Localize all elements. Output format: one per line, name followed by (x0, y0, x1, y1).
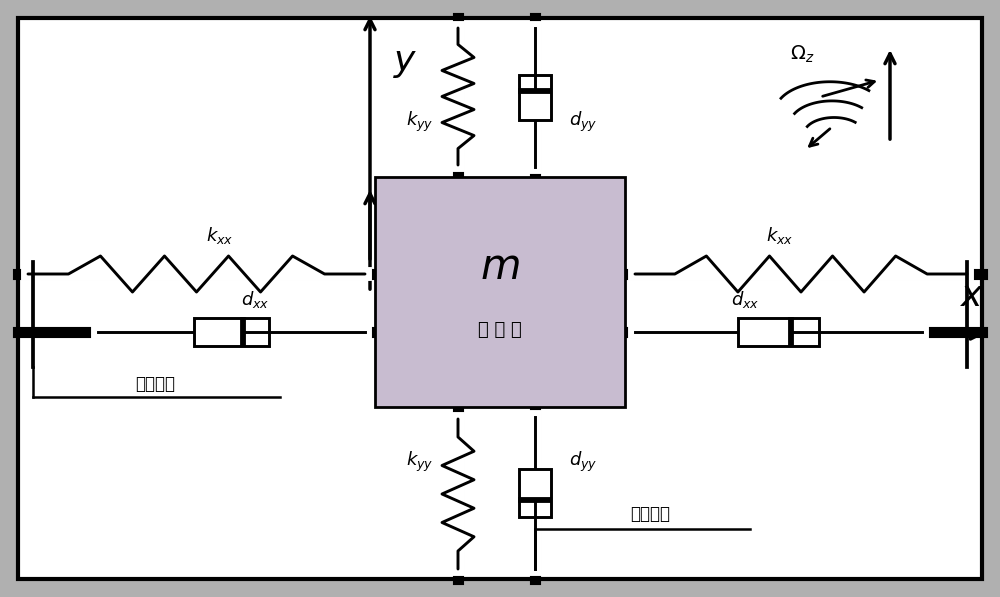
Bar (519, 75, 551, 120)
Text: $x$: $x$ (960, 279, 984, 313)
Text: $y$: $y$ (393, 46, 417, 80)
Text: $k_{yy}$: $k_{yy}$ (406, 450, 434, 474)
Text: $d_{yy}$: $d_{yy}$ (569, 450, 597, 474)
Text: $k_{xx}$: $k_{xx}$ (206, 226, 234, 247)
Text: $k_{yy}$: $k_{yy}$ (406, 110, 434, 134)
Text: $d_{xx}$: $d_{xx}$ (241, 290, 269, 310)
Bar (375, 177, 625, 407)
Text: $k_{xx}$: $k_{xx}$ (766, 226, 794, 247)
Bar (519, 469, 551, 518)
Bar (738, 318, 819, 346)
Bar (194, 318, 269, 346)
Text: $m$: $m$ (480, 246, 520, 288)
Text: $d_{xx}$: $d_{xx}$ (731, 290, 759, 310)
Text: 电容测量: 电容测量 (135, 375, 175, 393)
Text: 电容测量: 电容测量 (630, 505, 670, 523)
Text: $d_{yy}$: $d_{yy}$ (569, 110, 597, 134)
Text: 质 量 块: 质 量 块 (478, 321, 522, 339)
Text: $\Omega_z$: $\Omega_z$ (790, 44, 814, 64)
